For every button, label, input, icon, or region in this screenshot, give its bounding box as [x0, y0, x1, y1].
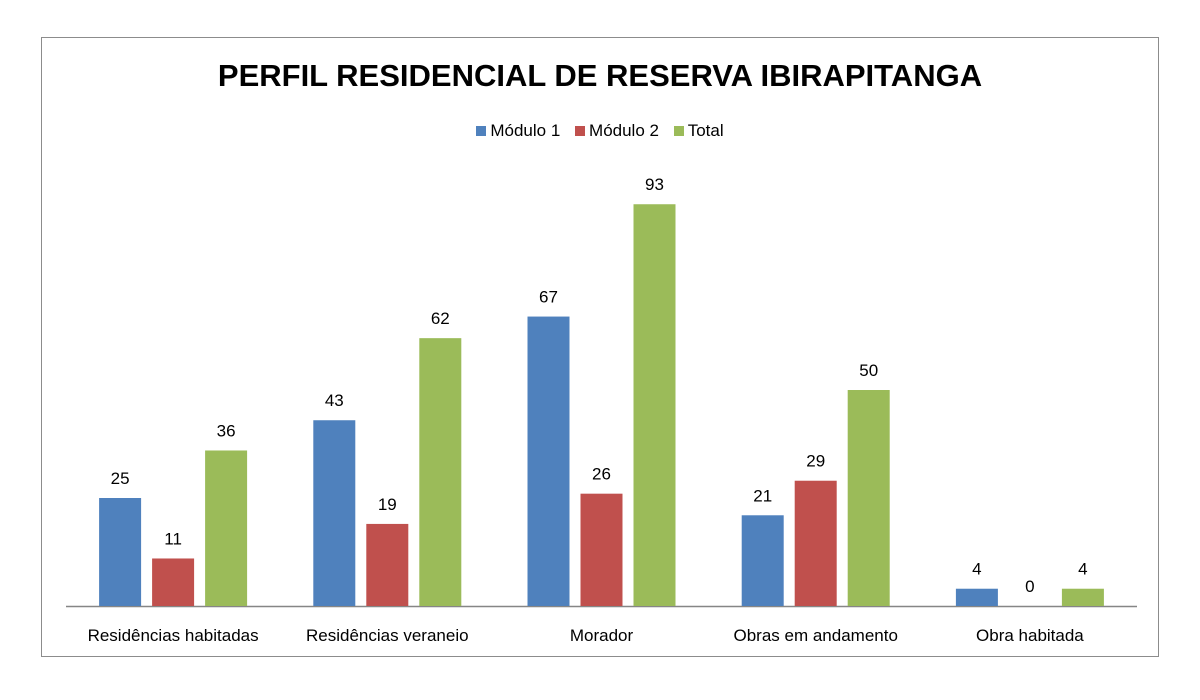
data-label: 26: [592, 465, 611, 484]
bar: [313, 420, 356, 606]
x-tick-label: Residências habitadas: [88, 626, 259, 645]
x-tick-label: Obra habitada: [976, 626, 1084, 645]
bar: [847, 390, 890, 606]
bar: [741, 515, 784, 606]
data-label: 0: [1025, 577, 1034, 596]
bar: [633, 204, 676, 607]
x-tick-label: Morador: [570, 626, 634, 645]
data-label: 93: [645, 175, 664, 194]
bar: [366, 523, 409, 606]
data-label: 62: [431, 309, 450, 328]
data-label: 36: [217, 421, 236, 440]
legend-swatch: [476, 126, 487, 136]
data-label: 21: [753, 486, 772, 505]
bar: [419, 338, 462, 606]
legend-swatch: [575, 126, 586, 136]
x-tick-label: Obras em andamento: [733, 626, 897, 645]
legend-label: Módulo 1: [490, 121, 561, 140]
legend-item-modulo-2: Módulo 2: [575, 121, 659, 141]
legend-swatch: [673, 126, 684, 136]
bar: [794, 480, 837, 606]
data-label: 29: [806, 452, 825, 471]
legend-label: Total: [687, 121, 724, 140]
bar: [1061, 588, 1104, 606]
bar: [99, 498, 142, 606]
data-label: 50: [859, 361, 878, 380]
bar: [152, 558, 195, 606]
bar: [527, 316, 570, 606]
bar: [580, 493, 623, 606]
data-label: 11: [164, 529, 182, 548]
data-label: 4: [972, 560, 981, 579]
data-label: 25: [111, 469, 130, 488]
bar: [205, 450, 248, 606]
legend-label: Módulo 2: [589, 121, 659, 140]
data-label: 43: [325, 391, 344, 410]
x-tick-label: Residências veraneio: [306, 626, 469, 645]
legend-item-total: Total: [673, 121, 724, 141]
data-label: 19: [378, 495, 397, 514]
chart-title: PERFIL RESIDENCIAL DE RESERVA IBIRAPITAN…: [217, 58, 983, 93]
legend-item-modulo-1: Módulo 1: [476, 121, 560, 141]
data-label: 4: [1078, 560, 1087, 579]
data-label: 67: [539, 288, 558, 307]
bar: [955, 588, 998, 606]
legend: Módulo 1 Módulo 2 Total: [0, 121, 1200, 141]
